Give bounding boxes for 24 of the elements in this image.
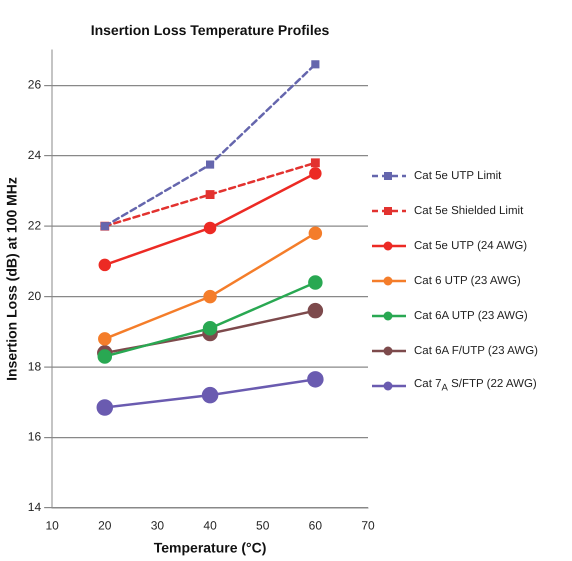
x-tick-label: 20 — [98, 518, 112, 532]
y-tick-label: 14 — [28, 500, 42, 514]
legend-label: Cat 6 UTP (23 AWG) — [414, 274, 521, 286]
legend-label: Cat 6A UTP (23 AWG) — [414, 310, 528, 322]
x-tick-label: 60 — [308, 518, 322, 532]
legend-label: Cat 5e UTP (24 AWG) — [414, 240, 528, 252]
legend-label: Cat 5e UTP Limit — [414, 170, 502, 182]
y-tick-label: 24 — [28, 148, 42, 162]
y-tick-label: 22 — [28, 218, 42, 233]
x-tick-label: 30 — [150, 518, 164, 532]
chart-title: Insertion Loss Temperature Profiles — [90, 22, 330, 38]
x-tick-label: 40 — [203, 518, 218, 532]
y-tick-label: 16 — [28, 430, 42, 444]
y-tick-label: 20 — [28, 288, 42, 303]
legend-label: Cat 7$_{A}$ S/FTP (22 AWG) — [414, 378, 537, 394]
x-tick-label: 70 — [361, 518, 375, 532]
x-axis-title: Temperature (°C) — [154, 539, 266, 556]
x-tick-label: 10 — [45, 518, 60, 532]
y-axis-title: Insertion Loss (dB) at 100 MHz — [3, 177, 20, 381]
legend-label: Cat 5e Shielded Limit — [414, 204, 524, 216]
x-tick-label: 50 — [256, 518, 270, 532]
y-tick-label: 18 — [28, 359, 42, 374]
y-tick-label: 26 — [28, 78, 42, 92]
legend-label: Cat 6A F/UTP (23 AWG) — [414, 344, 538, 356]
